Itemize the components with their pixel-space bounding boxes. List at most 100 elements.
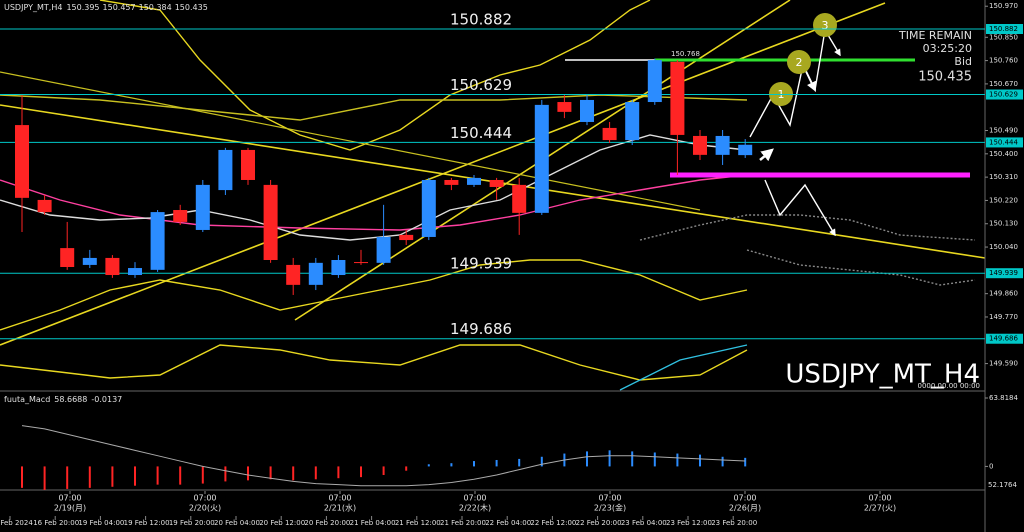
candle-body xyxy=(37,199,52,213)
candle-body xyxy=(15,125,29,198)
y-tick-label: 150.850 xyxy=(989,33,1018,41)
x-tick-label: 22 Feb 12:00 xyxy=(530,519,576,527)
candle-body xyxy=(331,260,346,276)
y-tick-label: 150.490 xyxy=(989,127,1018,135)
top-axis-time: 07:00 xyxy=(193,494,216,503)
level-label: 149.939 xyxy=(450,255,512,273)
top-axis-time: 07:00 xyxy=(58,494,81,503)
x-tick-label: 20 Feb 12:00 xyxy=(259,519,305,527)
candle-body xyxy=(512,184,527,213)
candle-body xyxy=(444,179,459,185)
x-tick-label: 20 Feb 04:00 xyxy=(214,519,260,527)
y-tick-label: 149.860 xyxy=(989,290,1018,298)
time-remain: 03:25:20 xyxy=(923,42,972,55)
time-remain-label: TIME REMAIN xyxy=(898,29,972,42)
candle-body xyxy=(647,60,662,103)
candle-body xyxy=(128,268,142,276)
x-tick-label: 16 Feb 20:00 xyxy=(33,519,79,527)
top-axis-time: 07:00 xyxy=(328,494,351,503)
candle-body xyxy=(308,262,323,285)
y-tick-label: 150.970 xyxy=(989,2,1018,10)
candle-body xyxy=(195,184,210,230)
x-tick-label: 16 Feb 2024 xyxy=(0,519,33,527)
top-axis-date: 2/22(木) xyxy=(459,503,491,513)
candle-body xyxy=(376,236,391,263)
top-axis-time: 07:00 xyxy=(598,494,621,503)
macd-tick-label: 63.8184 xyxy=(989,394,1018,402)
y-tick-label: 149.770 xyxy=(989,313,1018,321)
candle-body xyxy=(625,102,640,141)
x-tick-label: 19 Feb 12:00 xyxy=(124,519,170,527)
level-axis-label: 150.882 xyxy=(989,25,1018,33)
candle-body xyxy=(354,262,368,264)
level-label: 149.686 xyxy=(450,320,512,338)
level-box xyxy=(986,24,1023,35)
x-tick-label: 19 Feb 04:00 xyxy=(78,519,124,527)
top-axis-date: 2/27(火) xyxy=(864,504,896,513)
macd-signal xyxy=(21,425,746,487)
level-box xyxy=(986,137,1023,148)
wave-label: 2 xyxy=(796,56,803,69)
x-tick-label: 21 Feb 20:00 xyxy=(440,519,486,527)
candle-body xyxy=(105,257,120,276)
indicators xyxy=(0,0,986,532)
y-tick-label: 150.220 xyxy=(989,196,1018,204)
candle-body xyxy=(60,248,75,267)
y-tick-label: 150.760 xyxy=(989,57,1018,65)
top-axis-date: 2/21(水) xyxy=(324,503,356,513)
macd-tick-label: 0 xyxy=(989,462,993,470)
candle-body xyxy=(670,61,685,135)
top-axis-date: 2/19(月) xyxy=(54,504,86,513)
level-axis-label: 150.444 xyxy=(989,138,1018,146)
candle-body xyxy=(286,264,301,285)
level-box xyxy=(986,333,1023,344)
candle-body xyxy=(602,127,617,141)
candle-body xyxy=(467,177,481,185)
y-tick-label: 150.400 xyxy=(989,150,1018,158)
level-axis-label: 149.686 xyxy=(989,335,1018,343)
x-tick-label: 21 Feb 12:00 xyxy=(395,519,441,527)
candle-body xyxy=(715,135,730,155)
x-tick-label: 23 Feb 20:00 xyxy=(711,519,757,527)
y-tick-label: 150.310 xyxy=(989,173,1018,181)
candle-body xyxy=(150,212,165,270)
candle-body xyxy=(241,149,255,180)
top-axis-date: 2/23(金) xyxy=(594,503,626,513)
y-tick-label: 150.130 xyxy=(989,220,1018,228)
x-tick-label: 22 Feb 04:00 xyxy=(485,519,531,527)
candle-body xyxy=(557,102,572,112)
candle-body xyxy=(580,99,594,122)
top-axis-time: 07:00 xyxy=(868,494,891,503)
top-axis-date: 2/26(月) xyxy=(729,504,761,513)
candle-body xyxy=(489,179,504,187)
bid-label: Bid xyxy=(954,55,972,68)
peak-label: 150.768 xyxy=(671,50,700,58)
level-axis-label: 150.629 xyxy=(989,91,1018,99)
top-axis-date: 2/20(火) xyxy=(189,504,221,513)
level-box xyxy=(986,268,1023,279)
y-tick-label: 150.040 xyxy=(989,243,1018,251)
candle-body xyxy=(693,135,707,155)
x-tick-label: 23 Feb 12:00 xyxy=(666,519,712,527)
candle-body xyxy=(82,257,97,265)
candle-body xyxy=(399,234,414,241)
top-axis-time: 07:00 xyxy=(733,494,756,503)
candle-body xyxy=(534,104,549,213)
x-tick-label: 20 Feb 20:00 xyxy=(304,519,350,527)
candle-body xyxy=(263,184,278,260)
y-tick-label: 150.670 xyxy=(989,80,1018,88)
chart-header: USDJPY_MT,H4 150.395 150.457 150.384 150.435 xyxy=(4,3,208,12)
level-box xyxy=(986,89,1023,100)
macd-header: fuuta_Macd 58.6688 -0.0137 xyxy=(4,395,122,404)
macd-bottom-label: 52.1764 xyxy=(988,481,1017,489)
candle-body xyxy=(738,144,753,156)
bid-value: 150.435 xyxy=(918,70,972,85)
y-tick-label: 149.590 xyxy=(989,360,1018,368)
candle-body xyxy=(218,149,233,191)
candle-body xyxy=(421,179,436,237)
wave-label: 3 xyxy=(822,19,829,32)
x-tick-label: 23 Feb 04:00 xyxy=(621,519,667,527)
x-tick-label: 22 Feb 20:00 xyxy=(576,519,622,527)
top-axis-time: 07:00 xyxy=(463,494,486,503)
